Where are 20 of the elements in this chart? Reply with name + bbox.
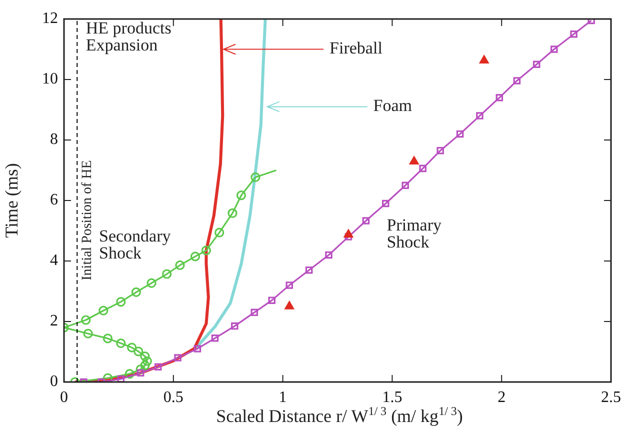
x-axis-title: Scaled Distance r/ W$^{1/ 3}$ (m/ kg$^{1/ 3}$) xyxy=(215,404,464,427)
x-tick-label: 0.5 xyxy=(163,388,184,406)
x-tick-label: 1 xyxy=(278,388,287,406)
y-tick-label: 0 xyxy=(50,373,58,390)
y-tick-label: 4 xyxy=(50,252,58,270)
annotation: Fireball xyxy=(330,38,383,58)
annotation: Primary Shock xyxy=(386,215,442,252)
x-tick-label: 1.5 xyxy=(382,388,402,406)
x-tick-label: 2 xyxy=(498,388,506,406)
y-axis-title: Time (ms) xyxy=(2,163,22,238)
x-tick-label: 2.5 xyxy=(601,388,621,406)
annotation: Secondary Shock xyxy=(99,226,172,262)
annotation: Foam xyxy=(373,96,412,116)
y-tick-label: 6 xyxy=(50,192,58,209)
y-tick-label: 12 xyxy=(42,10,58,28)
y-tick-label: 10 xyxy=(42,70,58,88)
ref-line-label: Initial Position of HE xyxy=(80,160,96,280)
y-tick-label: 8 xyxy=(50,131,58,148)
annotation: HE products Expansion xyxy=(86,18,172,55)
y-tick-label: 2 xyxy=(50,312,58,330)
